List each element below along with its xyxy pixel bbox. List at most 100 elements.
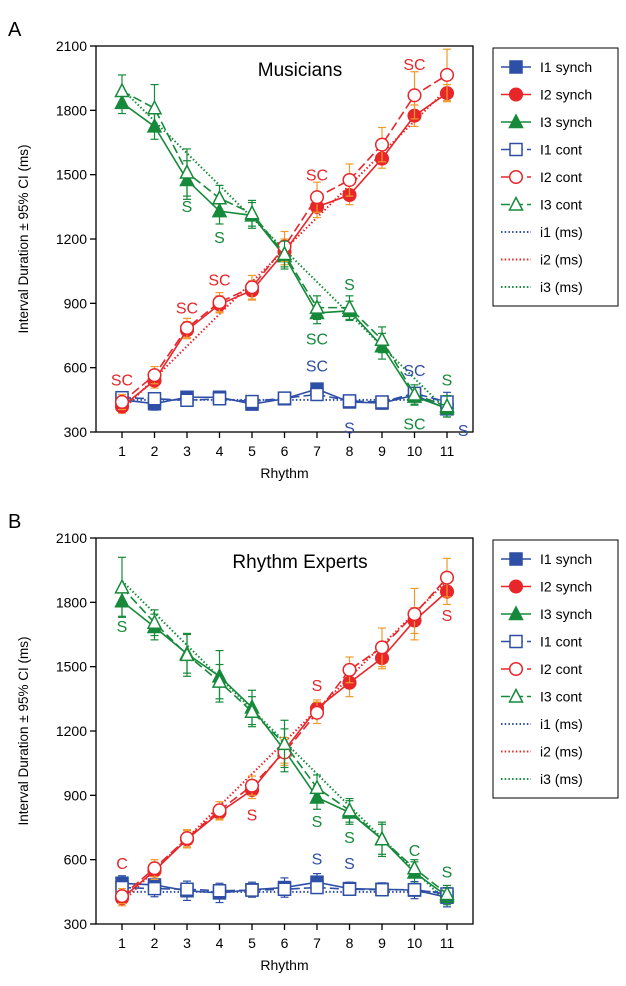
data-point: [374, 137, 390, 152]
data-point: [211, 189, 228, 205]
legend-label: i1 (ms): [540, 716, 583, 732]
data-point: [179, 163, 195, 179]
legend-label: i2 (ms): [540, 744, 583, 760]
data-point: [342, 662, 357, 677]
data-point: [244, 204, 260, 220]
panel-label: A: [8, 19, 22, 41]
data-point: [244, 778, 260, 793]
x-tick-label: 10: [407, 443, 423, 459]
panel-a: A 300 600 900 1200 1500 1800 2100 1 2 3 4 5 6 7 8 9 10 11 R…: [8, 19, 619, 481]
panel-label: B: [8, 511, 21, 533]
y-tick-label: 600: [64, 360, 88, 376]
data-point: [245, 883, 259, 897]
y-tick-label: 900: [64, 295, 88, 311]
data-point: [374, 640, 390, 655]
y-tick-label: 300: [64, 916, 88, 932]
significance-label: SC: [208, 273, 230, 290]
y-tick-label: 2100: [56, 530, 87, 546]
legend-marker: [508, 579, 524, 594]
significance-label: S: [117, 619, 128, 636]
chart-title: Musicians: [258, 60, 342, 81]
legend-label: I3 synch: [540, 114, 592, 130]
data-point: [212, 803, 227, 818]
legend-label: I2 cont: [540, 661, 582, 677]
data-point: [439, 67, 455, 82]
x-tick-label: 8: [346, 443, 354, 459]
legend-marker: [509, 60, 523, 74]
legend-label: I1 synch: [540, 551, 592, 567]
y-tick-label: 900: [64, 787, 88, 803]
x-tick-label: 7: [313, 443, 321, 459]
significance-label: S: [344, 856, 355, 873]
legend-marker: [509, 142, 523, 157]
data-point: [310, 880, 324, 895]
significance-label: SC: [403, 363, 425, 380]
data-point: [309, 190, 325, 205]
x-tick-label: 6: [281, 935, 289, 951]
legend-marker: [508, 687, 524, 703]
data-point: [180, 882, 194, 897]
series-i3-cont: [114, 556, 455, 904]
legend-marker: [509, 552, 523, 566]
x-tick-label: 1: [118, 935, 126, 951]
x-tick-label: 2: [151, 935, 159, 951]
data-point: [309, 779, 325, 795]
significance-label: S: [344, 277, 355, 294]
data-point: [342, 394, 357, 408]
x-tick-label: 6: [281, 443, 289, 459]
data-point: [147, 368, 162, 383]
legend-label: I1 cont: [540, 634, 582, 650]
legend-label: I1 cont: [540, 142, 582, 158]
y-tick-label: 1500: [56, 659, 87, 675]
data-point: [147, 392, 162, 406]
x-tick-label: 3: [183, 443, 191, 459]
legend-label: I2 synch: [540, 579, 592, 595]
data-point: [374, 331, 390, 347]
significance-label: S: [312, 852, 323, 869]
significance-label: C: [409, 843, 421, 860]
legend-marker: [508, 169, 524, 185]
data-point: [114, 82, 130, 98]
x-tick-label: 7: [313, 935, 321, 951]
x-tick-label: 8: [346, 935, 354, 951]
data-point: [310, 387, 324, 402]
x-tick-label: 9: [378, 935, 386, 951]
data-point: [179, 320, 195, 336]
y-tick-label: 1800: [56, 102, 87, 118]
y-tick-label: 300: [64, 424, 88, 440]
data-point: [407, 607, 422, 622]
data-point: [374, 830, 390, 846]
data-point: [180, 393, 194, 408]
data-point: [212, 295, 227, 310]
legend: I1 synch I2 synch I3 synch I1 cont I2 cont I3…: [492, 539, 619, 799]
panel-b: B 300 600 900 1200 1500 1800 2100 1 2 3 4 5 6 7 8 9 10 11 R…: [8, 511, 619, 973]
legend-label: i3 (ms): [540, 279, 583, 295]
significance-label: SC: [111, 372, 133, 389]
data-point: [276, 735, 293, 751]
x-tick-label: 11: [440, 443, 455, 459]
significance-label: S: [442, 608, 453, 625]
significance-label: S: [312, 814, 323, 831]
legend-label: i1 (ms): [540, 224, 583, 240]
x-axis-label: Rhythm: [260, 957, 308, 973]
data-point: [179, 831, 195, 846]
x-axis-label: Rhythm: [260, 465, 308, 481]
data-point: [341, 801, 358, 817]
legend-label: I2 cont: [540, 169, 582, 185]
y-tick-label: 1200: [56, 723, 87, 739]
legend-label: I3 synch: [540, 606, 592, 622]
data-point: [179, 646, 195, 662]
significance-label: S: [182, 199, 193, 216]
data-point: [147, 861, 162, 876]
legend-marker: [508, 195, 524, 211]
significance-label: SC: [306, 168, 328, 185]
significance-label: S: [247, 808, 258, 825]
data-point: [342, 882, 357, 897]
y-tick-label: 1800: [56, 594, 87, 610]
series-i1-cont: [115, 386, 454, 413]
data-point: [212, 884, 227, 898]
x-tick-label: 2: [151, 443, 159, 459]
x-tick-label: 10: [407, 935, 423, 951]
y-tick-label: 1200: [56, 231, 87, 247]
legend-label: I2 synch: [540, 87, 592, 103]
